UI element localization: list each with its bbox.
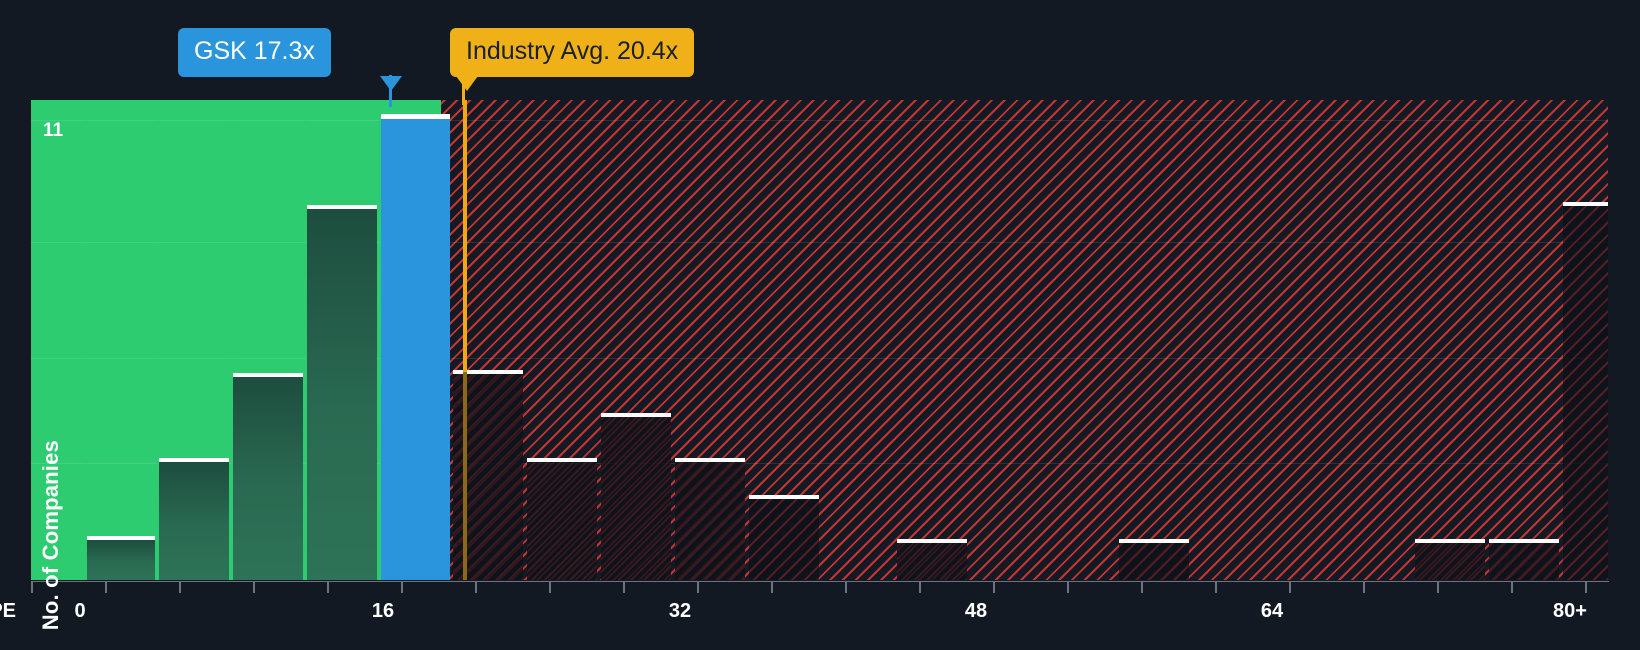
x-axis-tick-label: 80+	[1553, 600, 1587, 622]
x-axis-tick	[1289, 582, 1291, 593]
company-pe-callout-label: GSK 17.3x	[194, 37, 315, 65]
callout-tail	[380, 76, 402, 91]
x-axis-tick	[31, 582, 33, 593]
company-pe-callout[interactable]: GSK 17.3x	[178, 28, 402, 91]
x-axis-name: PE	[0, 600, 16, 622]
bin-separator	[231, 100, 233, 580]
histogram-bar[interactable]	[675, 458, 745, 580]
x-axis-tick-label: 32	[668, 600, 692, 622]
histogram-bar[interactable]	[1489, 539, 1559, 580]
x-axis-tick	[993, 582, 995, 593]
industry-average-line-lower	[463, 372, 467, 580]
x-axis-tick	[1585, 582, 1587, 593]
histogram-bar[interactable]	[87, 536, 155, 580]
x-axis-tick-label: 64	[1260, 600, 1284, 622]
x-axis-tick	[253, 582, 255, 593]
x-axis-tick	[1511, 582, 1513, 593]
histogram-bar[interactable]	[1563, 202, 1608, 580]
histogram-bar[interactable]	[527, 458, 597, 580]
industry-average-callout[interactable]: Industry Avg. 20.4x	[450, 28, 695, 91]
bin-separator	[85, 100, 87, 580]
histogram-bar[interactable]	[159, 458, 229, 580]
x-axis-tick	[1067, 582, 1069, 593]
industry-average-callout-label: Industry Avg. 20.4x	[466, 37, 679, 65]
histogram-bar-company-highlight[interactable]	[381, 114, 450, 580]
bin-separator	[379, 100, 381, 580]
x-axis-tick	[401, 582, 403, 593]
x-axis-tick	[549, 582, 551, 593]
x-axis-tick	[475, 582, 477, 593]
x-axis-tick	[105, 582, 107, 593]
industry-average-line	[463, 100, 467, 372]
histogram-bar[interactable]	[897, 539, 967, 580]
x-axis-tick	[845, 582, 847, 593]
histogram-bar[interactable]	[601, 413, 671, 580]
bin-separator	[305, 100, 307, 580]
plot-area	[31, 100, 1608, 580]
y-axis-max-value: 11	[43, 120, 64, 141]
x-axis-tick	[1141, 582, 1143, 593]
x-axis-tick	[771, 582, 773, 593]
x-axis-tick-label: 48	[964, 600, 988, 622]
company-callout-stem	[389, 75, 392, 107]
y-axis-label: No. of Companies	[38, 439, 63, 630]
callout-tail	[456, 76, 478, 91]
histogram-bar[interactable]	[307, 205, 377, 580]
x-axis-tick-label: 16	[371, 600, 395, 622]
histogram-bar[interactable]	[1119, 539, 1189, 580]
bin-separator	[157, 100, 159, 580]
histogram-bar[interactable]	[749, 495, 819, 580]
overvalued-band	[441, 100, 1608, 580]
x-axis-tick	[327, 582, 329, 593]
x-axis-tick-label: 0	[74, 600, 86, 622]
x-axis-tick	[697, 582, 699, 593]
x-axis-tick	[1437, 582, 1439, 593]
x-axis-line	[31, 581, 1609, 582]
x-axis-tick	[919, 582, 921, 593]
x-axis-tick	[1363, 582, 1365, 593]
histogram-bar[interactable]	[233, 373, 303, 580]
histogram-bar[interactable]	[1415, 539, 1485, 580]
x-axis-tick	[179, 582, 181, 593]
x-axis-tick	[1215, 582, 1217, 593]
x-axis-tick	[623, 582, 625, 593]
